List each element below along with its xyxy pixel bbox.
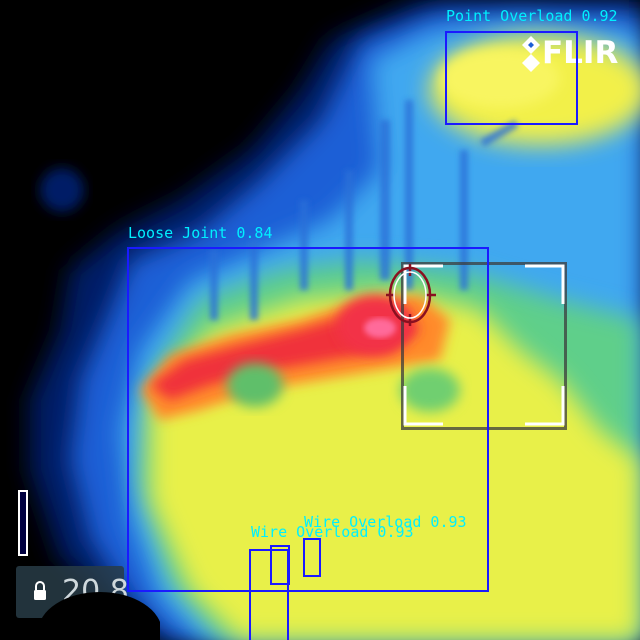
- detection-box-loose-joint: [127, 247, 489, 592]
- focus-corner-brackets-icon: [403, 264, 565, 426]
- flir-logo-text: FLIR: [542, 35, 619, 71]
- dark-occlusion: [40, 592, 160, 640]
- detection-label-wire-overload-a: Wire Overload 0.93: [304, 513, 467, 531]
- detection-label-point-overload: Point Overload 0.92: [446, 7, 618, 25]
- detection-label-wire-overload-b: Wire Overload 0.93: [251, 523, 414, 541]
- detection-label-loose-joint: Loose Joint 0.84: [128, 224, 273, 242]
- detection-box-wire-overload-a: [303, 538, 321, 577]
- crosshair-ellipse-icon: [386, 264, 436, 326]
- detection-box-wire-overload-b: [270, 545, 290, 585]
- temperature-scale-bar: [18, 490, 28, 556]
- focus-frame: [401, 262, 567, 430]
- detection-box-wire-overload-c: [249, 549, 289, 640]
- flir-logo: FLIR: [520, 34, 620, 74]
- flir-emblem-icon: [522, 36, 540, 72]
- detection-box-point-overload: [445, 31, 578, 125]
- lock-icon: [34, 581, 46, 600]
